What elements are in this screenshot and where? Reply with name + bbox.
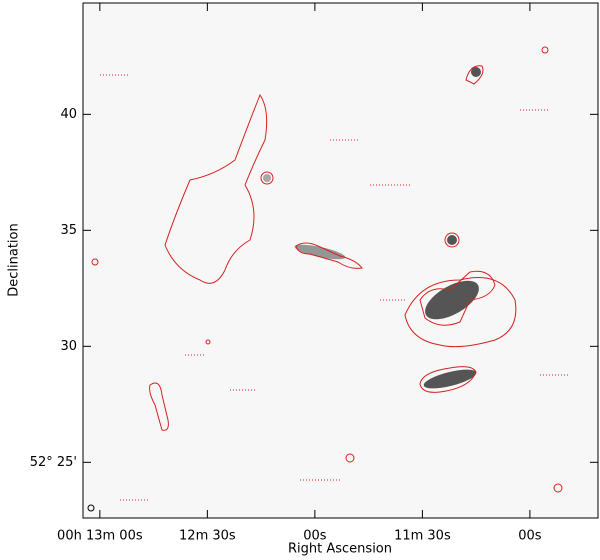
contour [419,270,496,326]
y-tick-label: 30 [60,339,77,354]
source [263,174,271,182]
image-background [83,3,598,518]
x-tick-label: 00s [518,529,542,544]
noise-contour [100,74,570,501]
x-axis-label: Right Ascension [288,542,392,557]
x-tick-label: 00h 13m 00s [57,529,143,544]
y-axis-label: Declination [7,223,22,297]
contour [444,232,460,248]
contour [91,258,99,266]
source [425,280,479,320]
contour [345,453,355,463]
y-tick-label: 40 [60,107,77,122]
x-tick-label: 11m 30s [394,529,451,544]
contour [295,242,363,269]
source [447,235,457,245]
contour [205,339,211,345]
contour [149,382,169,431]
contour [541,46,549,54]
source [294,244,346,260]
contour [419,366,477,393]
contour [465,65,484,85]
plot-frame [82,2,599,519]
source [471,67,481,77]
y-tick-label: 52° 25' [30,455,77,470]
x-tick-label: 12m 30s [179,529,236,544]
beam [87,504,95,512]
contour [404,277,517,348]
contour [164,93,268,284]
contour [553,483,563,493]
x-tick-label: 00s [303,529,327,544]
source [423,369,477,389]
y-tick-label: 35 [60,223,77,238]
contour [260,171,274,185]
sources [87,46,570,512]
